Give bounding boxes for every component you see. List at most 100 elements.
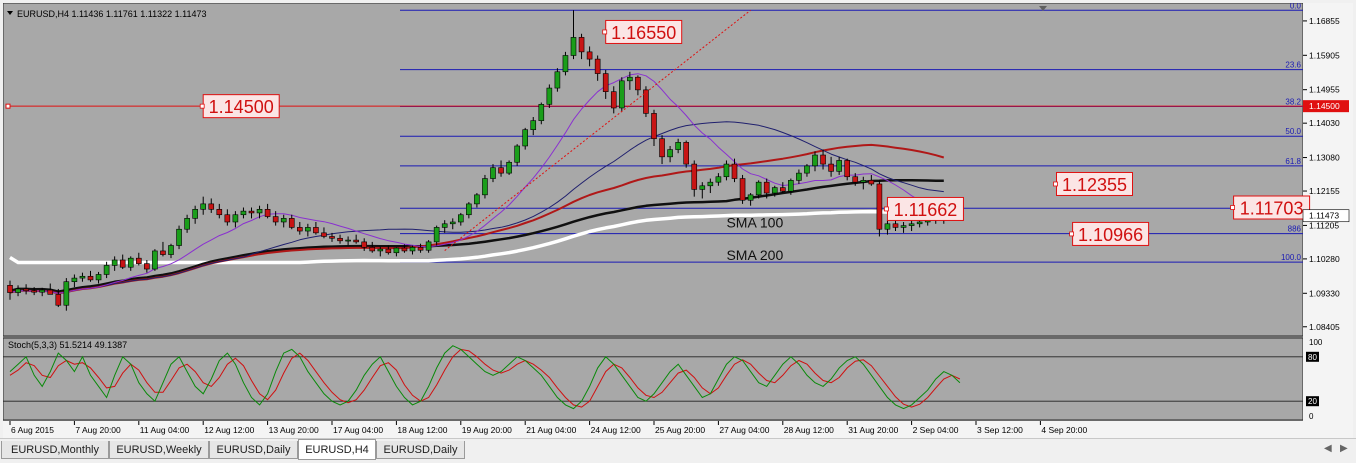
candle-body-5 xyxy=(47,289,54,295)
annotation-label-1: 1.14500 xyxy=(209,97,274,117)
candle-body-28 xyxy=(232,214,239,223)
y-tick-label-6: 1.11205 xyxy=(1309,220,1339,230)
candle-body-85 xyxy=(691,163,698,190)
tab-eurusd-daily-2[interactable]: EURUSD,Daily xyxy=(376,441,465,459)
tab-eurusd-daily[interactable]: EURUSD,Daily xyxy=(209,441,298,459)
candle-body-32 xyxy=(264,209,271,217)
collapse-arrow-icon[interactable] xyxy=(7,11,13,15)
candle-body-25 xyxy=(208,203,215,210)
stoch-panel[interactable] xyxy=(2,337,1304,421)
fib-level-label-0: 0.0 xyxy=(1290,3,1302,10)
candle-body-113 xyxy=(916,221,923,225)
candle-body-71 xyxy=(578,37,585,53)
candle-body-35 xyxy=(288,218,295,228)
trendline xyxy=(444,9,751,251)
tab-eurusd-h4[interactable]: EURUSD,H4 xyxy=(298,439,376,460)
y-tick-label-9: 1.08405 xyxy=(1309,322,1340,332)
scroll-right-icon[interactable]: ▶ xyxy=(1340,443,1348,454)
candle-body-46 xyxy=(377,248,384,252)
candle-body-14 xyxy=(119,259,126,268)
annotation-label-5: 1.10966 xyxy=(1078,225,1143,245)
stoch-header: Stoch(5,3,3) 51.5214 49.1387 xyxy=(8,340,127,350)
candle-body-80 xyxy=(651,113,657,140)
chart-shift-marker-icon[interactable] xyxy=(1039,6,1047,11)
candle-body-47 xyxy=(385,248,392,254)
candle-body-6 xyxy=(55,294,62,306)
candle-body-112 xyxy=(908,223,915,226)
candle-body-92 xyxy=(747,194,754,201)
fib-level-label-3: 50.0 xyxy=(1285,127,1301,136)
scroll-left-icon[interactable]: ◀ xyxy=(1324,443,1332,454)
chart-tab-bar: EURUSD,Monthly EURUSD,Weekly EURUSD,Dail… xyxy=(0,438,1356,463)
candle-body-16 xyxy=(136,257,142,264)
candle-body-58 xyxy=(474,194,480,205)
y-tick-label-4: 1.13080 xyxy=(1309,153,1340,163)
tab-eurusd-monthly[interactable]: EURUSD,Monthly xyxy=(1,441,109,459)
candle-body-33 xyxy=(272,216,279,223)
candle-body-34 xyxy=(280,218,287,223)
tab-eurusd-weekly[interactable]: EURUSD,Weekly xyxy=(109,441,209,459)
x-tick-label-4: 13 Aug 20:00 xyxy=(269,425,319,435)
candle-body-69 xyxy=(562,55,569,73)
candle-body-81 xyxy=(659,138,665,158)
candle-body-60 xyxy=(490,167,496,179)
candle-body-40 xyxy=(329,236,335,239)
candle-body-90 xyxy=(731,163,738,179)
price-axis-ticks: 1.16855 1.15905 1.14955 1.14030 1.13080 1.121… xyxy=(1302,16,1350,421)
candle-body-63 xyxy=(514,145,520,163)
fib-level-label-1: 23.6 xyxy=(1285,61,1301,70)
stoch-axis-label-0: 0 xyxy=(1309,412,1314,421)
candle-body-15 xyxy=(127,257,134,268)
candle-body-70 xyxy=(570,37,577,56)
annotation-label-3: 1.11662 xyxy=(894,200,958,220)
candle-body-111 xyxy=(900,225,907,228)
x-tick-label-16: 4 Sep 20:00 xyxy=(1041,425,1087,435)
candle-body-87 xyxy=(707,181,714,187)
candlestick-series xyxy=(7,10,947,311)
candle-body-83 xyxy=(675,142,681,150)
candle-body-67 xyxy=(546,87,553,105)
candle-body-4 xyxy=(39,289,46,293)
fib-level-label-2: 38.2 xyxy=(1285,98,1301,107)
candle-body-74 xyxy=(602,73,609,92)
candle-body-103 xyxy=(836,160,842,172)
candle-body-88 xyxy=(715,176,722,183)
x-tick-label-6: 18 Aug 12:00 xyxy=(397,425,447,435)
stoch-axis-label-20: 20 xyxy=(1308,397,1317,406)
x-tick-label-11: 27 Aug 04:00 xyxy=(719,425,769,435)
candle-body-107 xyxy=(868,180,875,185)
candle-body-0 xyxy=(7,285,13,293)
sma200-line xyxy=(9,209,944,265)
y-tick-label-8: 1.09330 xyxy=(1309,288,1340,298)
candle-body-27 xyxy=(224,214,231,223)
x-tick-label-9: 24 Aug 12:00 xyxy=(591,425,641,435)
candle-body-95 xyxy=(771,187,778,194)
sma-text-label-0: SMA 100 xyxy=(726,214,783,230)
stoch-axis-label-100: 100 xyxy=(1309,338,1323,347)
candle-body-51 xyxy=(417,247,424,251)
annotation-handle-4 xyxy=(1230,205,1235,210)
candle-body-68 xyxy=(554,71,561,89)
horizontal-line-handle xyxy=(5,103,11,109)
candle-body-62 xyxy=(506,161,512,174)
x-tick-label-5: 17 Aug 04:00 xyxy=(333,425,383,435)
x-tick-label-3: 12 Aug 12:00 xyxy=(204,425,254,435)
candle-body-29 xyxy=(240,210,247,216)
candle-body-54 xyxy=(441,223,448,228)
candle-body-42 xyxy=(345,239,351,242)
annotation-label-0: 1.16550 xyxy=(611,23,676,43)
chart-window[interactable]: 0.023.638.250.061.8786886100.0 1.165501.… xyxy=(2,1,1353,438)
main-panel[interactable] xyxy=(2,2,1304,337)
fib-level-label-6: 886 xyxy=(1288,225,1302,234)
x-tick-label-15: 3 Sep 12:00 xyxy=(977,425,1023,435)
candle-body-96 xyxy=(779,187,786,192)
x-tick-label-8: 21 Aug 04:00 xyxy=(526,425,576,435)
candle-body-55 xyxy=(449,221,456,225)
candle-body-48 xyxy=(393,247,400,254)
chart-svg[interactable]: 0.023.638.250.061.8786886100.0 1.165501.… xyxy=(2,1,1353,438)
candle-body-61 xyxy=(498,167,504,174)
x-tick-label-14: 2 Sep 04:00 xyxy=(913,425,959,435)
candle-body-77 xyxy=(627,76,633,82)
candle-body-9 xyxy=(79,275,86,279)
annotation-handle-3 xyxy=(884,206,889,212)
